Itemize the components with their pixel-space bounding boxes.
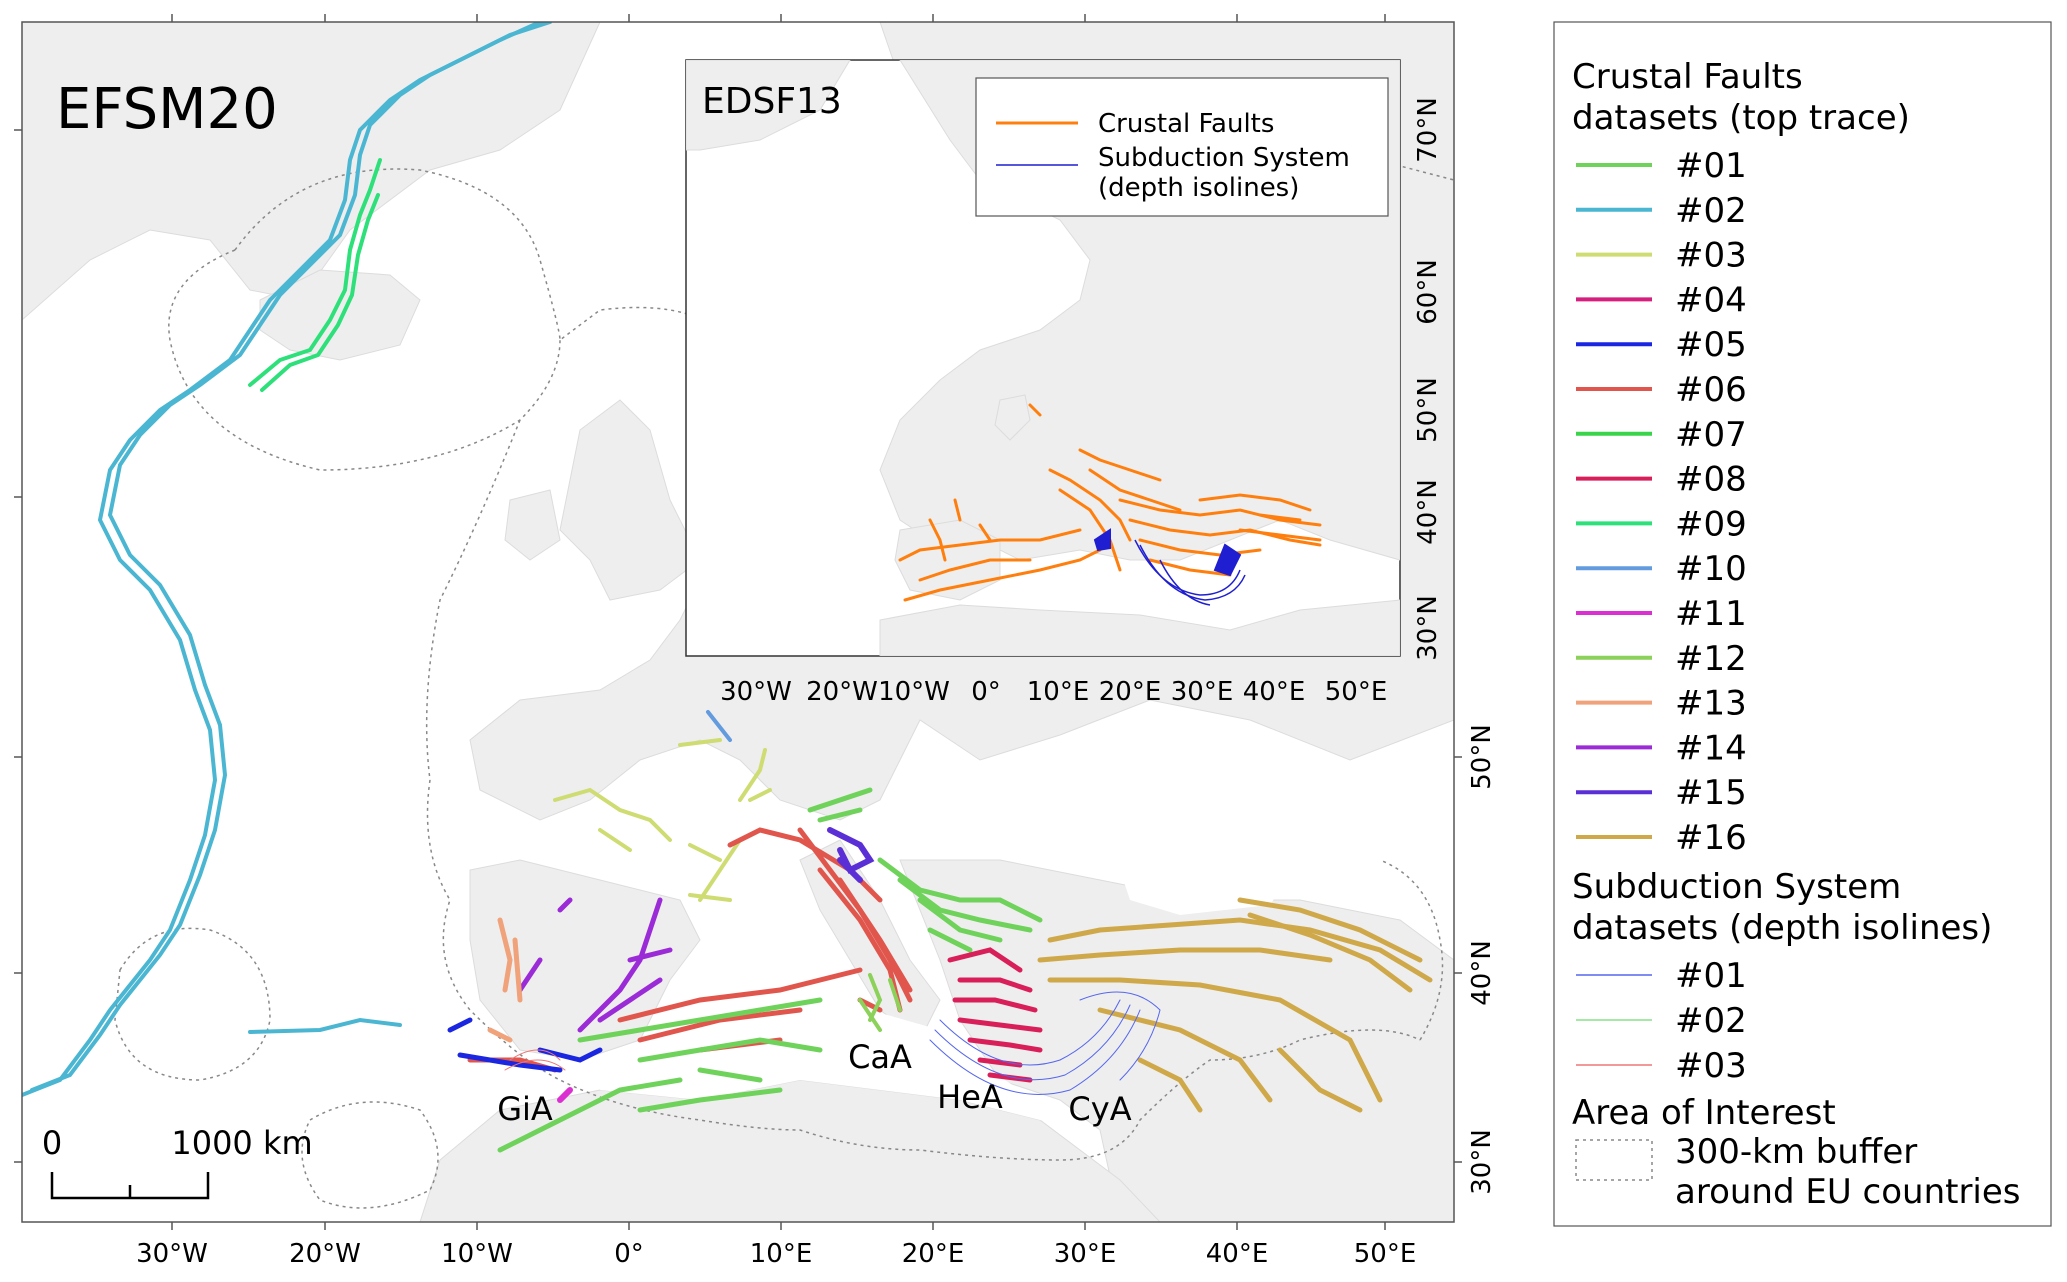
dataset-03-traces [553,738,772,902]
legend-aoi-title: Area of Interest [1572,1093,1836,1133]
dataset-11-traces [557,1087,573,1103]
inset-lon-tick-label: 0° [971,677,1001,707]
dataset-10-traces [706,710,732,742]
region-label-caa: CaA [848,1038,912,1076]
inset-map-title: EDSF13 [702,81,842,122]
legend-item-label: #12 [1675,639,1747,679]
inset-lon-tick-label: 30°W [720,677,792,707]
legend-item-label: #10 [1675,549,1747,589]
dataset-16-traces [1037,897,1433,1113]
lon-tick-label: 40°E [1206,1239,1269,1269]
legend-item-label: #02 [1675,1001,1747,1041]
dataset-14-traces [517,897,673,1033]
region-label-hea: HeA [937,1078,1003,1116]
lon-tick-label: 20°E [902,1239,965,1269]
dataset-15-traces [827,827,875,883]
main-legend: Crustal Faults datasets (top trace) #01#… [1553,21,2052,1227]
lat-tick-label: 50°N [1467,724,1497,790]
legend-crustal-title-2: datasets (top trace) [1572,98,1910,138]
fault-traces [22,22,1433,1153]
lon-tick-label: 20°W [289,1239,361,1269]
lon-tick-label: 0° [614,1239,644,1269]
legend-crustal-title-1: Crustal Faults [1572,57,1803,97]
legend-aoi-label-2: around EU countries [1675,1172,2021,1212]
lon-tick-label: 30°W [136,1239,208,1269]
scale-bar-start: 0 [42,1124,62,1162]
legend-item-label: #08 [1675,460,1747,500]
inset-legend-crustal-label: Crustal Faults [1098,109,1274,139]
inset-lon-tick-label: 20°W [806,677,878,707]
legend-item-label: #16 [1675,818,1747,858]
legend-item-label: #04 [1675,280,1747,320]
dataset-09-traces [248,158,382,392]
subduction-03-isolines [504,1049,566,1071]
legend-item-label: #03 [1675,236,1747,276]
main-map-title: EFSM20 [56,77,278,142]
inset-lon-tick-label: 30°E [1171,677,1234,707]
inset-lon-tick-label: 50°E [1325,677,1388,707]
legend-subduction-title-1: Subduction System [1572,867,1901,907]
inset-subduction [1093,528,1246,606]
lat-tick-labels: 30°N 40°N 50°N [1467,724,1497,1195]
scale-bar: 0 1000 km [42,1124,313,1200]
inset-map: EDSF13 Crustal Faults Subduction System … [685,59,1443,707]
inset-lon-tick-label: 40°E [1243,677,1306,707]
lat-tick-label: 30°N [1467,1129,1497,1195]
lon-tick-label: 30°E [1054,1239,1117,1269]
legend-aoi-swatch [1575,1139,1653,1181]
legend-item-label: #03 [1675,1046,1747,1086]
inset-lon-tick-labels: 30°W 20°W 10°W 0° 10°E 20°E 30°E 40°E 50… [720,677,1387,707]
map-ticks [14,14,1462,1230]
region-label-gia: GiA [497,1090,553,1128]
inset-lon-tick-label: 10°E [1027,677,1090,707]
legend-subduction-title-2: datasets (depth isolines) [1572,908,1992,948]
dataset-13-traces [487,917,523,1043]
lon-tick-label: 50°E [1354,1239,1417,1269]
dataset-05-traces [447,1017,603,1073]
inset-lat-tick-label: 60°N [1413,259,1443,325]
inset-lon-tick-label: 20°E [1099,677,1162,707]
legend-item-label: #07 [1675,415,1747,455]
inset-lat-tick-label: 30°N [1413,595,1443,661]
lon-tick-label: 10°E [750,1239,813,1269]
legend-item-label: #13 [1675,684,1747,724]
subduction-01-isolines [929,991,1161,1095]
inset-lat-tick-label: 40°N [1413,479,1443,545]
dataset-01-traces [497,787,1043,1153]
legend-subduction-items: #01 #02 #03 [1576,956,1747,1086]
legend-item-label: #01 [1675,146,1747,186]
dataset-02-traces [22,22,552,1097]
dataset-08-traces [947,947,1043,1083]
inset-legend: Crustal Faults Subduction System (depth … [975,77,1389,217]
lat-tick-label: 40°N [1467,940,1497,1006]
inset-legend-subduction-label-2: (depth isolines) [1098,173,1299,203]
inset-crustal-faults [898,403,1322,602]
dataset-12-traces [858,973,902,1032]
inset-legend-subduction-label-1: Subduction System [1098,143,1350,173]
inset-lat-tick-label: 70°N [1413,97,1443,163]
legend-item-label: #02 [1675,191,1747,231]
region-label-cya: CyA [1068,1090,1131,1128]
legend-crustal-items: #01#02#03#04#05#06#07#08#09#10#11#12#13#… [1576,146,1747,858]
scale-bar-end: 1000 km [171,1124,312,1162]
legend-item-label: #09 [1675,504,1747,544]
inset-lon-tick-label: 10°W [878,677,950,707]
inset-lat-tick-labels: 30°N 40°N 50°N 60°N 70°N [1413,97,1443,661]
legend-item-label: #05 [1675,325,1747,365]
legend-item-label: #14 [1675,728,1747,768]
legend-item-label: #15 [1675,773,1747,813]
legend-item-label: #11 [1675,594,1747,634]
legend-item-label: #06 [1675,370,1747,410]
lon-tick-label: 10°W [441,1239,513,1269]
legend-item-label: #01 [1675,956,1747,996]
lon-tick-labels: 30°W 20°W 10°W 0° 10°E 20°E 30°E 40°E 50… [136,1239,1416,1269]
legend-aoi-label-1: 300-km buffer [1675,1132,1917,1172]
inset-lat-tick-label: 50°N [1413,377,1443,443]
